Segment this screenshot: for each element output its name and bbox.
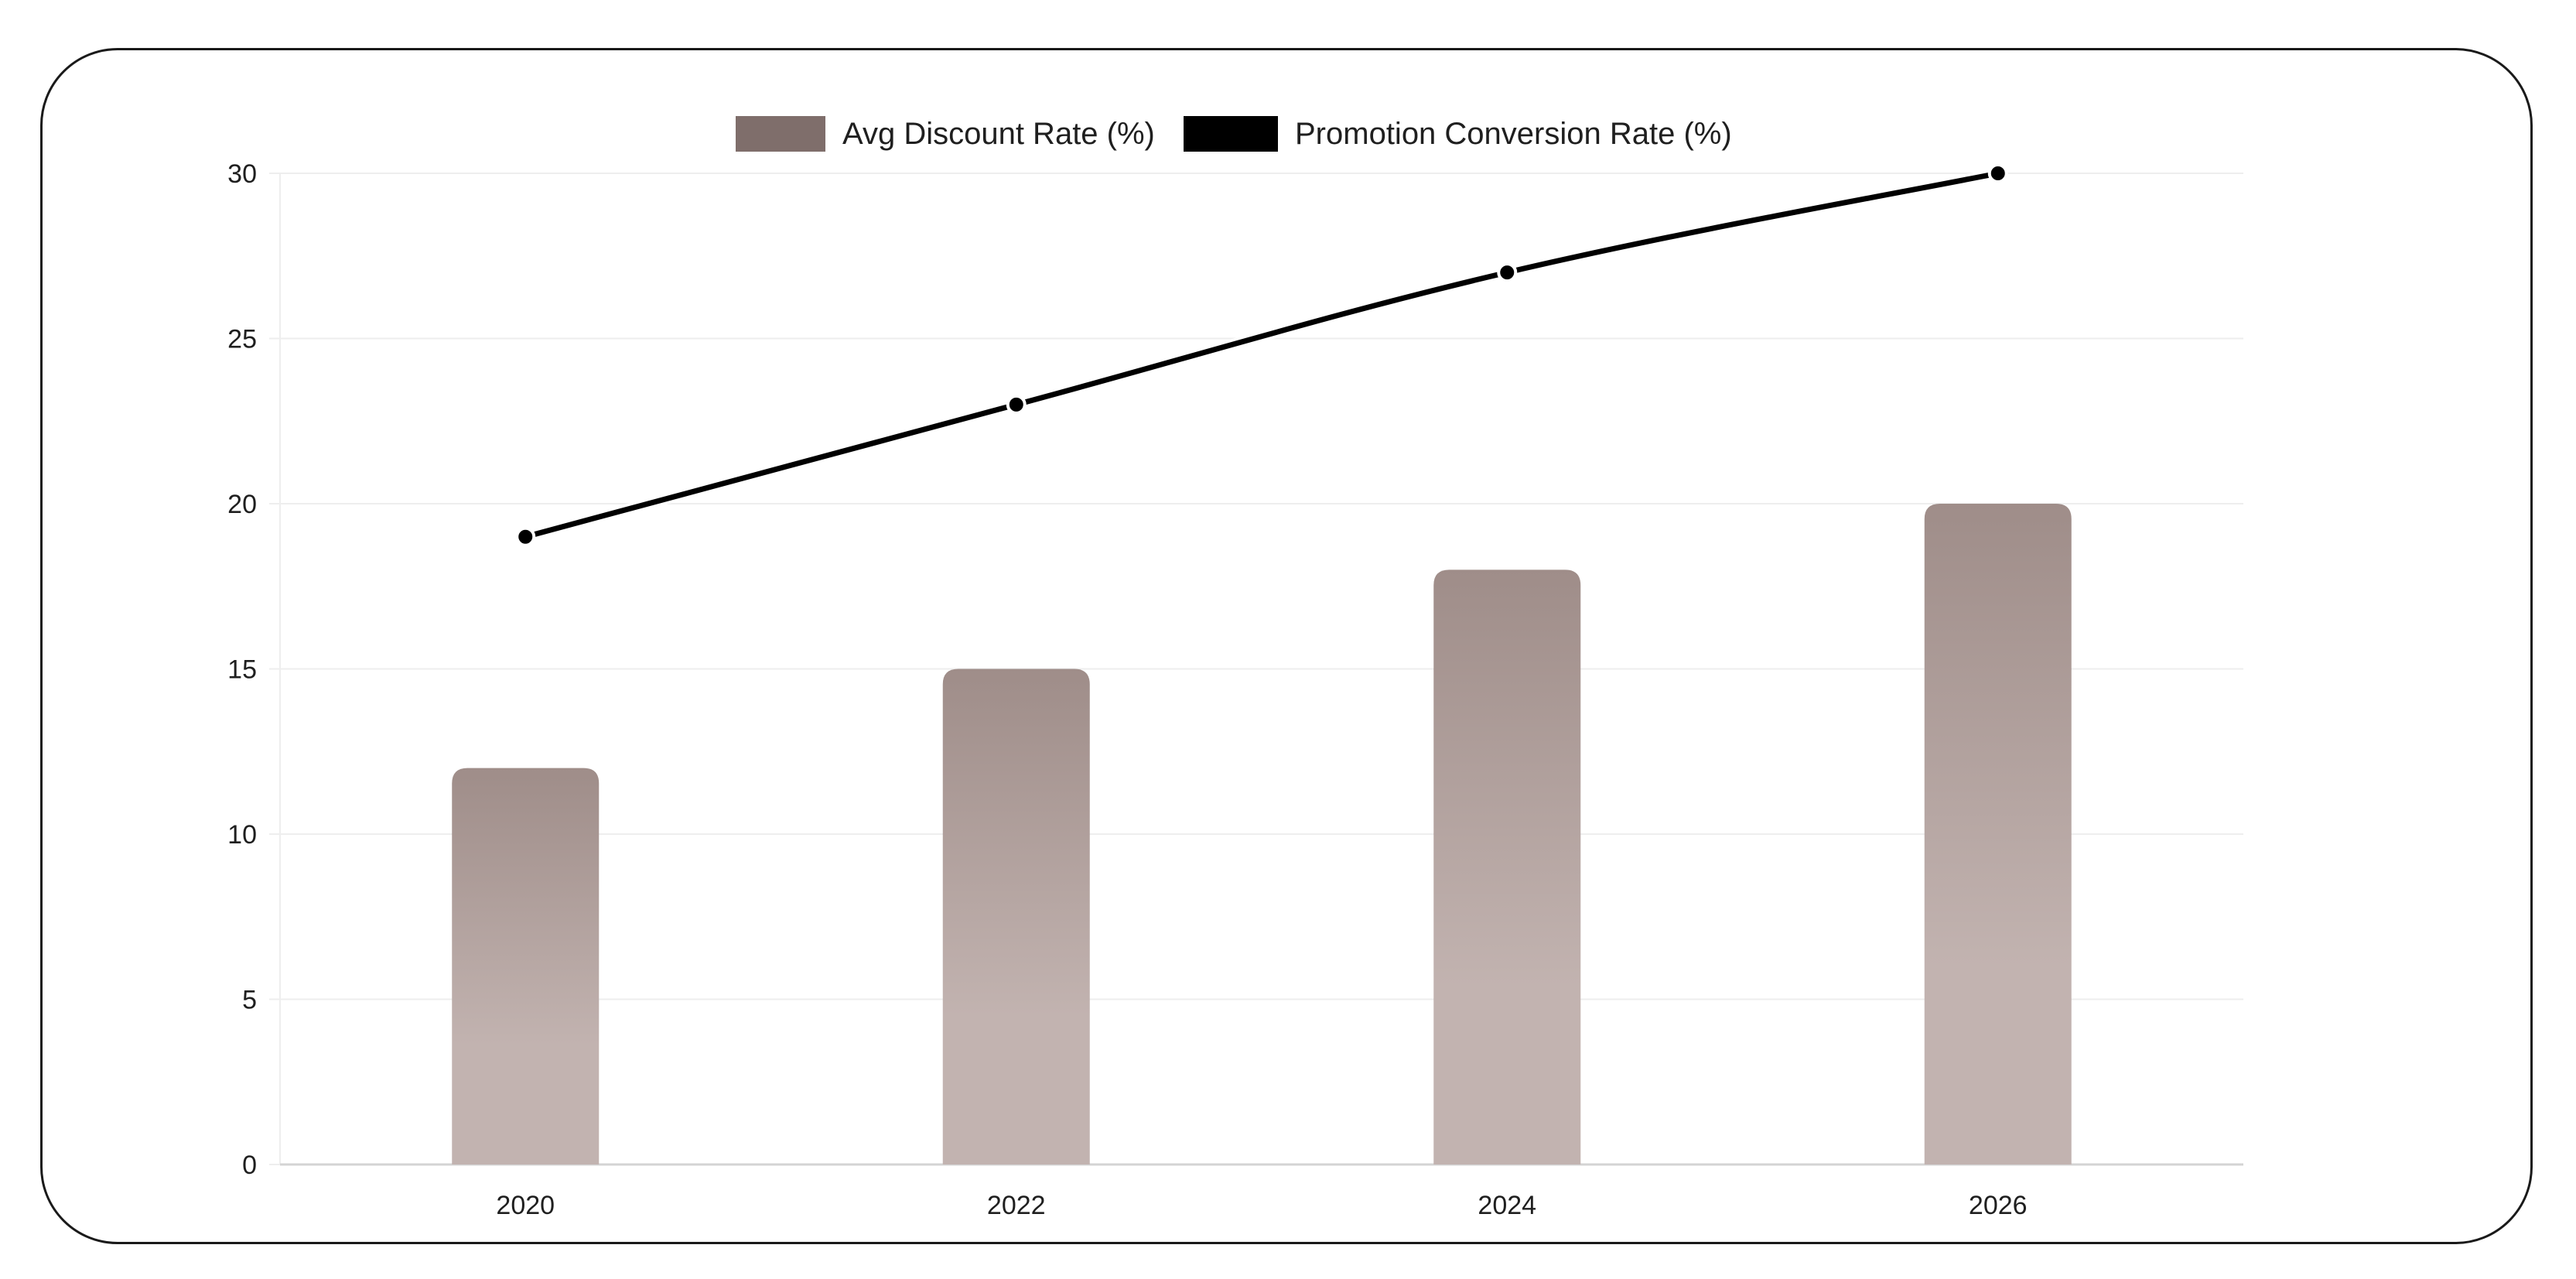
line-promotion-conversion (522, 170, 2001, 540)
axes (269, 173, 2243, 1166)
x-tick-label: 2024 (1478, 1191, 1536, 1220)
point-2026[interactable] (1987, 163, 2008, 183)
y-tick-label: 0 (242, 1151, 257, 1180)
bar-2022[interactable] (942, 669, 1090, 1165)
point-2024[interactable] (1497, 262, 1518, 283)
legend[interactable]: Avg Discount Rate (%) Promotion Conversio… (736, 116, 1732, 152)
y-tick-label: 20 (227, 490, 257, 519)
bar-2026[interactable] (1924, 504, 2072, 1164)
line-series (515, 163, 2008, 547)
legend-label: Promotion Conversion Rate (%) (1295, 117, 1732, 151)
legend-label: Avg Discount Rate (%) (842, 117, 1155, 151)
legend-item-promotion-conversion[interactable]: Promotion Conversion Rate (%) (1184, 116, 1732, 152)
legend-item-avg-discount[interactable]: Avg Discount Rate (%) (736, 116, 1155, 152)
y-tick-label: 15 (227, 655, 257, 685)
y-tick-label: 5 (242, 986, 257, 1015)
bar-2024[interactable] (1433, 569, 1581, 1164)
bar-series (452, 504, 2072, 1164)
bar-2020[interactable] (452, 768, 600, 1164)
x-tick-label: 2026 (1969, 1191, 2028, 1220)
y-tick-label: 30 (227, 159, 257, 189)
y-tick-label: 25 (227, 325, 257, 354)
x-tick-label: 2020 (496, 1191, 555, 1220)
point-2020[interactable] (515, 526, 536, 547)
tick-labels: 0 5 10 15 20 25 30 2020 2022 2024 2026 (227, 159, 2027, 1220)
y-tick-label: 10 (227, 820, 257, 850)
line-halo (520, 168, 2004, 542)
legend-swatch (736, 116, 825, 152)
legend-swatch (1184, 116, 1278, 152)
x-tick-label: 2022 (987, 1191, 1046, 1220)
point-2022[interactable] (1006, 394, 1027, 415)
